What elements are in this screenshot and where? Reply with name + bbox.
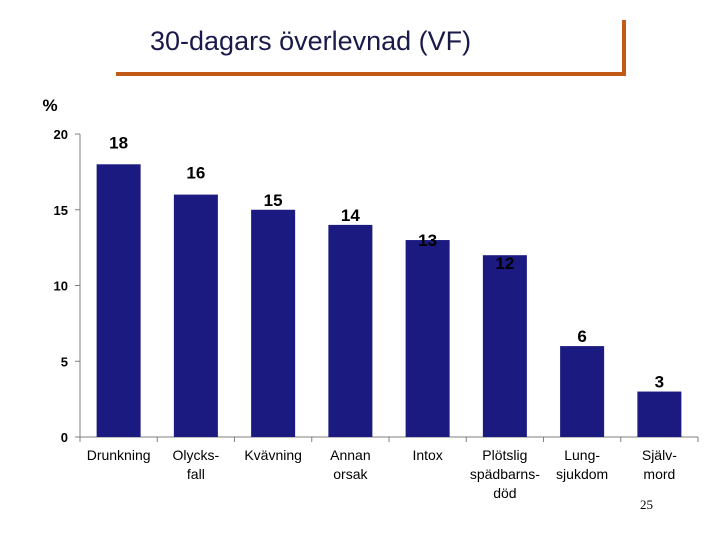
title-accent-bar [622, 20, 626, 76]
x-tick-label: Kvävning [244, 447, 302, 463]
chart-title: 30-dagars överlevnad (VF) [150, 26, 472, 56]
data-label: 16 [186, 164, 205, 183]
bar [96, 164, 141, 438]
y-tick-label: 5 [61, 354, 68, 369]
bar [405, 240, 450, 437]
data-label: 14 [341, 206, 360, 225]
data-labels: 18 16 15 14 13 12 6 3 [109, 133, 664, 391]
x-tick-label: Själv-mord [642, 447, 677, 482]
bar [251, 209, 296, 437]
bar [173, 194, 218, 437]
x-tick-label: Annan orsak [330, 447, 370, 482]
data-label: 12 [495, 254, 514, 273]
y-ticks: 0 5 10 15 20 [54, 127, 699, 445]
y-tick-label: 20 [54, 127, 68, 142]
y-tick-label: 10 [54, 279, 68, 294]
page-number: 25 [640, 497, 653, 512]
data-label: 18 [109, 133, 128, 152]
x-tick-label: Drunkning [87, 447, 151, 463]
x-tick-label: Lung-sjukdom [556, 447, 608, 482]
x-tick-label: Plötslig spädbarns-död [470, 447, 540, 501]
y-axis-label: % [42, 96, 57, 115]
axes [79, 134, 698, 438]
x-tick-label: Olycks-fall [173, 447, 220, 482]
x-tick-labels: Drunkning Olycks-fall Kvävning Annan orsak In… [87, 447, 678, 501]
title-accent-line [116, 72, 626, 76]
bar [328, 224, 373, 437]
data-label: 6 [577, 327, 586, 346]
bar [482, 255, 527, 437]
y-tick-label: 0 [61, 430, 68, 445]
bar [560, 346, 605, 437]
y-tick-label: 15 [54, 203, 68, 218]
x-tick-label: Intox [412, 447, 442, 463]
data-label: 15 [264, 191, 283, 210]
data-label: 3 [655, 373, 664, 392]
bars [96, 164, 682, 438]
bar [637, 391, 682, 437]
data-label: 13 [418, 231, 437, 250]
